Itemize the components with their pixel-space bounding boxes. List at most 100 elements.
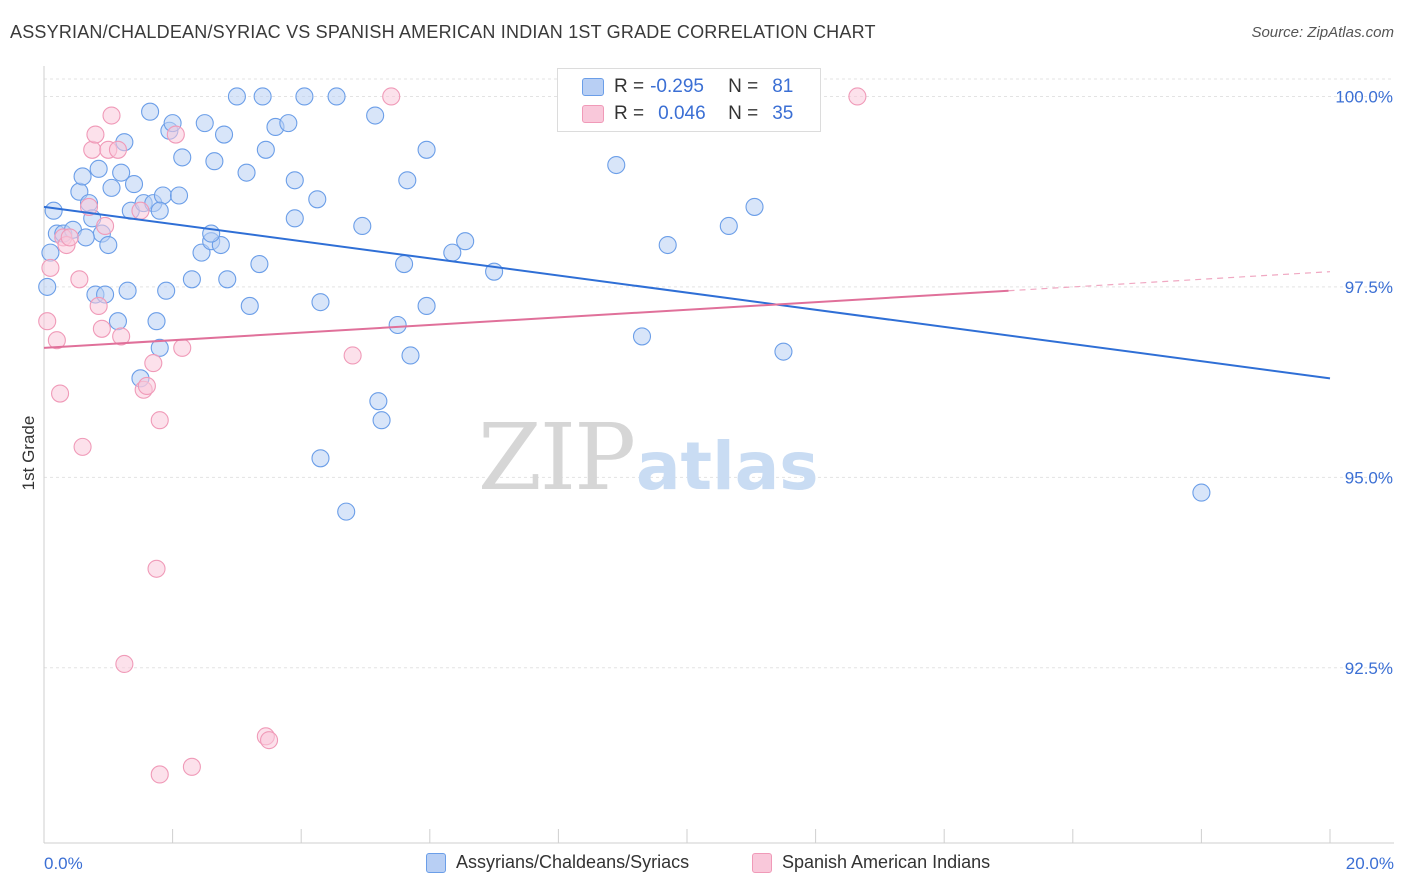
point-assyrians bbox=[774, 342, 793, 361]
point-assyrians bbox=[237, 163, 256, 182]
series-assyrians bbox=[38, 87, 1211, 521]
point-assyrians bbox=[195, 114, 214, 133]
point-spanish bbox=[144, 354, 163, 373]
point-spanish bbox=[848, 87, 867, 106]
series-spanish-american-indians bbox=[38, 87, 867, 784]
stats-row-assyrians: R = -0.295 N = 81 bbox=[558, 74, 793, 100]
point-assyrians bbox=[118, 281, 137, 300]
point-spanish bbox=[131, 201, 150, 220]
point-assyrians bbox=[169, 186, 189, 205]
axes bbox=[43, 66, 1394, 844]
point-assyrians bbox=[99, 235, 118, 255]
point-assyrians bbox=[124, 175, 144, 194]
point-spanish bbox=[112, 327, 131, 346]
trend-lines bbox=[43, 205, 1331, 380]
point-assyrians bbox=[73, 167, 92, 186]
point-assyrians bbox=[150, 338, 169, 357]
point-spanish bbox=[96, 216, 115, 236]
y-tick-label: 95.0% bbox=[1345, 468, 1393, 487]
legend-item-assyrians[interactable]: Assyrians/Chaldeans/Syriacs bbox=[426, 852, 689, 873]
trend-line-spanish-extension bbox=[1008, 271, 1331, 292]
point-spanish bbox=[79, 197, 99, 216]
stats-r-value: 0.046 bbox=[658, 103, 706, 124]
point-assyrians bbox=[745, 197, 764, 216]
point-assyrians bbox=[369, 392, 388, 411]
trend-line-assyrians bbox=[43, 205, 1331, 380]
point-assyrians bbox=[256, 140, 275, 159]
point-assyrians bbox=[141, 102, 160, 121]
point-spanish bbox=[89, 296, 108, 316]
point-assyrians bbox=[295, 87, 314, 106]
y-axis-label: 1st Grade bbox=[19, 416, 38, 491]
legend: Assyrians/Chaldeans/Syriacs Spanish Amer… bbox=[0, 852, 1406, 878]
point-assyrians bbox=[157, 281, 176, 300]
point-assyrians bbox=[398, 171, 417, 190]
stats-n-value: 81 bbox=[772, 76, 794, 97]
point-spanish bbox=[41, 258, 60, 277]
source-label: Source: ZipAtlas.com bbox=[1251, 24, 1394, 41]
watermark: ZIP atlas bbox=[478, 404, 819, 511]
point-assyrians bbox=[327, 87, 346, 106]
point-assyrians bbox=[44, 201, 63, 220]
point-spanish bbox=[137, 376, 156, 395]
point-assyrians bbox=[456, 232, 475, 251]
point-assyrians bbox=[366, 106, 385, 125]
x-tick-label: 0.0% bbox=[44, 854, 83, 873]
point-spanish bbox=[182, 757, 201, 776]
watermark-zip: ZIP bbox=[478, 404, 634, 511]
point-assyrians bbox=[417, 140, 436, 159]
stats-swatch-assyrians bbox=[582, 78, 604, 96]
point-assyrians bbox=[108, 312, 127, 331]
point-spanish bbox=[60, 228, 79, 247]
point-assyrians bbox=[214, 125, 234, 144]
point-spanish bbox=[166, 125, 185, 144]
point-spanish bbox=[86, 125, 105, 144]
point-assyrians bbox=[285, 171, 304, 190]
stats-n-value: 35 bbox=[772, 103, 794, 124]
point-assyrians bbox=[102, 178, 121, 197]
trend-line-spanish bbox=[43, 289, 1009, 349]
point-spanish bbox=[173, 338, 192, 357]
stats-box: R = -0.295 N = 81 R = 0.046 N = 35 bbox=[557, 68, 821, 132]
point-assyrians bbox=[173, 148, 192, 167]
stats-r-label: R = bbox=[614, 103, 645, 124]
point-assyrians bbox=[76, 228, 95, 247]
point-spanish bbox=[83, 140, 102, 159]
point-assyrians bbox=[417, 296, 436, 316]
point-spanish bbox=[115, 654, 134, 674]
stats-row-spanish: R = 0.046 N = 35 bbox=[558, 101, 793, 127]
legend-swatch-spanish bbox=[752, 852, 772, 873]
point-assyrians bbox=[279, 114, 298, 133]
point-assyrians bbox=[337, 502, 356, 521]
point-assyrians bbox=[227, 87, 246, 106]
point-assyrians bbox=[182, 270, 201, 289]
tick-labels: 100.0% 97.5% 95.0% 92.5% 0.0% 20.0% bbox=[44, 87, 1394, 873]
legend-swatch-assyrians bbox=[426, 852, 446, 873]
point-assyrians bbox=[401, 346, 420, 365]
point-assyrians bbox=[607, 155, 626, 175]
y-tick-label: 97.5% bbox=[1345, 278, 1393, 297]
point-assyrians bbox=[372, 411, 391, 430]
stats-n-label: N = bbox=[728, 103, 759, 124]
stats-n-label: N = bbox=[728, 76, 759, 97]
point-spanish bbox=[51, 384, 70, 403]
point-assyrians bbox=[353, 216, 372, 236]
point-assyrians bbox=[388, 315, 407, 335]
point-assyrians bbox=[719, 216, 738, 236]
point-assyrians bbox=[285, 209, 304, 228]
point-spanish bbox=[150, 411, 169, 430]
stats-r-value: -0.295 bbox=[650, 76, 704, 97]
legend-item-spanish[interactable]: Spanish American Indians bbox=[752, 852, 990, 873]
point-assyrians bbox=[311, 449, 330, 468]
point-assyrians bbox=[1192, 483, 1211, 502]
point-spanish bbox=[47, 331, 66, 350]
point-spanish bbox=[73, 437, 92, 456]
point-assyrians bbox=[89, 159, 108, 178]
point-spanish bbox=[92, 319, 111, 338]
point-spanish bbox=[382, 87, 401, 106]
x-tick-label: 20.0% bbox=[1346, 854, 1394, 873]
point-spanish bbox=[70, 270, 89, 289]
y-tick-label: 100.0% bbox=[1335, 87, 1393, 106]
legend-label-assyrians: Assyrians/Chaldeans/Syriacs bbox=[456, 852, 690, 872]
point-spanish bbox=[108, 140, 127, 159]
